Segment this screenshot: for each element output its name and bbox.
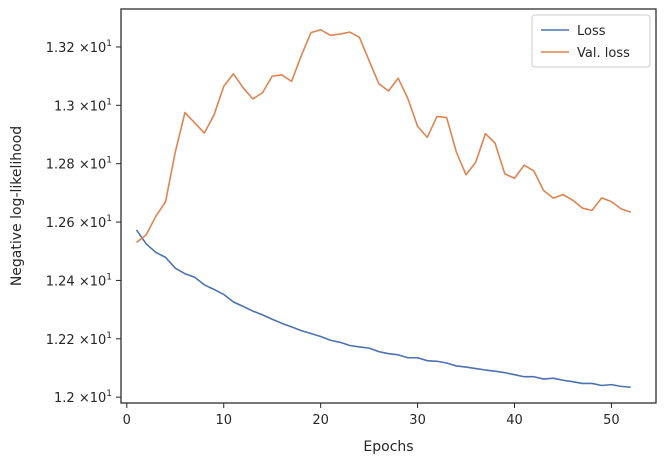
series-line-val-loss: [136, 28, 632, 244]
legend-box: [531, 14, 651, 68]
y-tick-label: 1.22 ×101: [46, 331, 112, 348]
legend-label: Val. loss: [577, 46, 630, 61]
y-tick-label: 1.32 ×101: [46, 39, 112, 56]
y-tick-label: 1.28 ×101: [46, 156, 112, 173]
x-axis-ticks: 0 10 20 30 40 50: [123, 403, 620, 428]
y-tick-label: 1.24 ×101: [46, 272, 112, 289]
y-tick-label: 1.3 ×101: [54, 97, 112, 114]
series-lines: [135, 28, 632, 389]
y-tick-label: 1.2 ×101: [54, 389, 112, 406]
legend-label: Loss: [577, 24, 606, 39]
x-tick-label: 10: [215, 413, 232, 428]
y-tick-label: 1.26 ×101: [46, 214, 112, 231]
y-axis-title: Negative log-likelihood: [9, 126, 25, 286]
x-tick-label: 0: [123, 413, 131, 428]
x-tick-label: 50: [603, 413, 620, 428]
x-tick-label: 20: [312, 413, 329, 428]
y-axis-ticks: 1.2 ×101 1.22 ×101 1.24 ×101 1.26 ×101 1.28 …: [46, 39, 121, 406]
x-tick-label: 30: [409, 413, 426, 428]
x-axis-title: Epochs: [363, 439, 413, 455]
series-line-loss: [135, 229, 631, 389]
x-tick-label: 40: [506, 413, 523, 428]
legend: Loss Val. loss: [531, 14, 651, 68]
plot-frame: [120, 8, 657, 404]
